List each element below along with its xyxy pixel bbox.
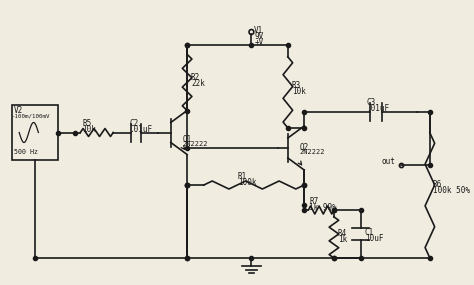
Text: 10k: 10k xyxy=(82,125,96,133)
Text: Q2: Q2 xyxy=(300,143,309,152)
Text: 10k: 10k xyxy=(292,87,306,97)
Text: C1: C1 xyxy=(365,228,374,237)
Text: 2N2222: 2N2222 xyxy=(300,149,325,155)
Text: R3: R3 xyxy=(292,82,301,91)
Text: out: out xyxy=(382,157,396,166)
Text: 1k 99%: 1k 99% xyxy=(310,203,337,212)
Text: V2: V2 xyxy=(13,106,23,115)
Text: V1: V1 xyxy=(254,26,264,35)
Text: C3: C3 xyxy=(366,98,376,107)
Text: Q1: Q1 xyxy=(182,135,191,144)
Text: R5: R5 xyxy=(82,119,92,127)
Text: .01uF: .01uF xyxy=(366,104,390,113)
Text: R2: R2 xyxy=(191,73,200,82)
Text: .01uF: .01uF xyxy=(129,125,153,133)
Text: R6: R6 xyxy=(433,180,442,189)
Text: R1: R1 xyxy=(238,172,247,181)
Text: 10uF: 10uF xyxy=(365,234,383,243)
Text: 500 Hz: 500 Hz xyxy=(14,149,38,155)
Text: C2: C2 xyxy=(129,119,139,127)
Text: 9V: 9V xyxy=(254,32,264,41)
Text: 100k 50%: 100k 50% xyxy=(433,186,470,195)
Text: R7: R7 xyxy=(310,197,319,206)
Text: +V: +V xyxy=(254,38,264,47)
Bar xyxy=(11,105,57,160)
Text: R4: R4 xyxy=(338,229,347,238)
Text: -100m/100mV: -100m/100mV xyxy=(12,113,51,118)
Text: 1k: 1k xyxy=(338,235,347,244)
Text: 22k: 22k xyxy=(191,79,205,88)
Text: 100k: 100k xyxy=(238,178,256,187)
Text: 2N2222: 2N2222 xyxy=(182,141,208,146)
